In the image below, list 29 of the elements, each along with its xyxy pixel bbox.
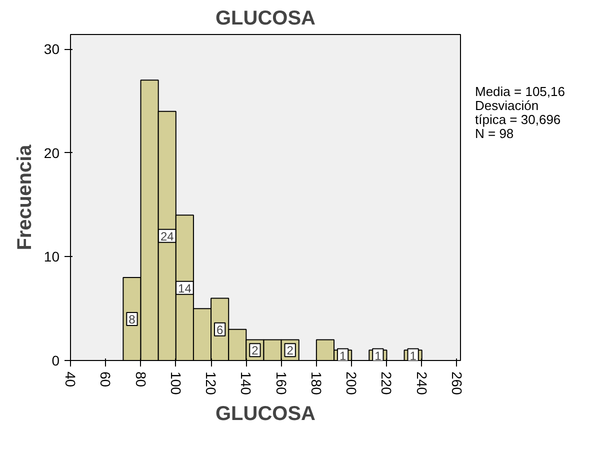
- data-label: 2: [252, 344, 259, 358]
- y-tick-label: 30: [44, 41, 60, 58]
- data-label: 8: [128, 312, 136, 326]
- x-axis-title: GLUCOSA: [216, 402, 316, 425]
- chart-title: GLUCOSA: [216, 8, 316, 30]
- data-label: 24: [160, 229, 174, 244]
- x-tick-label: 160: [273, 372, 290, 396]
- x-tick-label: 260: [448, 372, 465, 396]
- data-label: 1: [339, 348, 346, 363]
- x-tick-label: 100: [168, 372, 184, 396]
- y-tick-label: 20: [44, 144, 60, 161]
- data-label: 1: [374, 348, 382, 363]
- data-label: 1: [410, 348, 417, 363]
- x-tick-label: 40: [62, 372, 78, 388]
- text: Media = 105,16 Desviación típica = 30,696 N = 98: [475, 84, 565, 141]
- y-tick-label: 0: [52, 352, 60, 368]
- x-tick-label: 60: [98, 372, 114, 388]
- data-label: 6: [216, 322, 224, 337]
- data-label: 2: [286, 344, 294, 358]
- x-tick-label: 220: [378, 372, 395, 396]
- x-tick-label: 80: [132, 372, 149, 388]
- data-label: 14: [178, 281, 192, 296]
- y-axis-title: Frecuencia: [14, 144, 36, 250]
- x-tick-label: 240: [414, 372, 430, 396]
- x-tick-label: 120: [203, 372, 220, 396]
- y-tick-label: 10: [44, 248, 60, 265]
- x-tick-label: 180: [308, 372, 324, 396]
- x-tick-label: 200: [344, 372, 360, 396]
- x-tick-label: 140: [238, 372, 254, 396]
